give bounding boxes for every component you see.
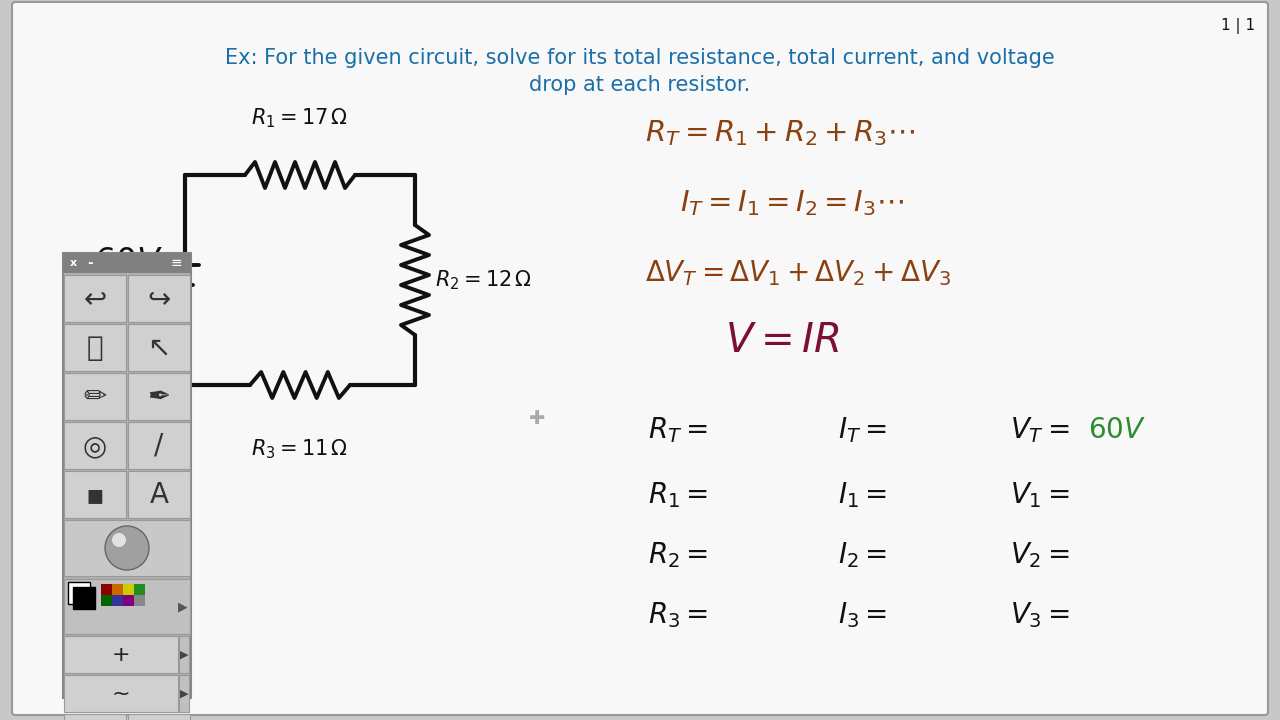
Text: $60V$: $60V$ [93,246,163,279]
Bar [123,595,134,606]
Text: ▶: ▶ [179,650,188,660]
Text: ✒: ✒ [147,383,170,411]
Text: /: / [155,432,164,460]
Text: $I_T = I_1 = I_2 = I_3\cdots$: $I_T = I_1 = I_2 = I_3\cdots$ [680,188,904,217]
Text: ↪: ↪ [147,285,170,313]
Bar [64,579,189,634]
Bar [64,714,125,720]
Text: ✏: ✏ [83,383,106,411]
Bar [179,675,189,712]
Text: Ex: For the given circuit, solve for its total resistance, total current, and vo: Ex: For the given circuit, solve for its… [225,48,1055,68]
Bar [64,520,189,576]
Text: $R_T = R_1 + R_2 + R_3\cdots$: $R_T = R_1 + R_2 + R_3\cdots$ [645,118,915,148]
Text: +: + [111,645,131,665]
Text: ⬧: ⬧ [87,334,104,362]
Text: $60V$: $60V$ [1088,416,1146,444]
Bar [134,584,145,595]
Text: $V_3 =$: $V_3 =$ [1010,600,1070,630]
Text: ↩: ↩ [83,285,106,313]
Text: ~: ~ [111,684,131,704]
Bar [73,587,95,609]
Text: ◎: ◎ [83,432,108,460]
Bar [179,636,189,673]
Text: ▶: ▶ [179,689,188,699]
Text: ≡: ≡ [170,256,182,270]
FancyBboxPatch shape [63,253,191,698]
Text: $R_3 = 11\,\Omega$: $R_3 = 11\,\Omega$ [251,437,348,461]
Text: $\Delta V_T = \Delta V_1 + \Delta V_2 + \Delta V_3$: $\Delta V_T = \Delta V_1 + \Delta V_2 + … [645,258,951,288]
Text: x: x [69,258,77,268]
Text: $V_1 =$: $V_1 =$ [1010,480,1070,510]
Text: 1 | 1: 1 | 1 [1221,18,1254,34]
Bar [113,595,123,606]
Bar [128,714,189,720]
Bar [134,595,145,606]
Circle shape [113,533,125,547]
FancyBboxPatch shape [12,2,1268,715]
Bar [64,471,125,518]
Text: $R_2 = 12\,\Omega$: $R_2 = 12\,\Omega$ [435,268,532,292]
Text: $I_T =$: $I_T =$ [838,415,887,445]
Bar [64,275,125,322]
Text: $V_T =$: $V_T =$ [1010,415,1069,445]
Text: $I_3 =$: $I_3 =$ [838,600,887,630]
Bar [64,675,178,712]
Bar [128,324,189,371]
Text: A: A [150,481,169,509]
Bar [64,373,125,420]
Text: drop at each resistor.: drop at each resistor. [530,75,750,95]
Bar [128,422,189,469]
Text: ↖: ↖ [147,334,170,362]
Bar [68,582,90,604]
Text: $I_2 =$: $I_2 =$ [838,540,887,570]
Circle shape [105,526,148,570]
Text: $R_1 =$: $R_1 =$ [648,480,708,510]
Text: $V_2 =$: $V_2 =$ [1010,540,1070,570]
Text: -: - [87,256,93,270]
Bar [101,584,113,595]
Bar [64,636,178,673]
Bar [128,471,189,518]
Bar [64,422,125,469]
Bar [101,595,113,606]
Bar [128,373,189,420]
Text: $V = IR$: $V = IR$ [724,322,840,360]
Text: $R_1 = 17\,\Omega$: $R_1 = 17\,\Omega$ [251,107,348,130]
Bar [113,584,123,595]
Text: $R_3 =$: $R_3 =$ [648,600,708,630]
Text: $I_1 =$: $I_1 =$ [838,480,887,510]
Text: ▪: ▪ [86,481,105,509]
Text: $R_T =$: $R_T =$ [648,415,708,445]
Text: $R_2 =$: $R_2 =$ [648,540,708,570]
Text: ✚: ✚ [529,408,545,428]
Bar [63,253,191,273]
Bar [64,324,125,371]
Bar [128,275,189,322]
Bar [123,584,134,595]
Text: ▶: ▶ [178,600,188,613]
